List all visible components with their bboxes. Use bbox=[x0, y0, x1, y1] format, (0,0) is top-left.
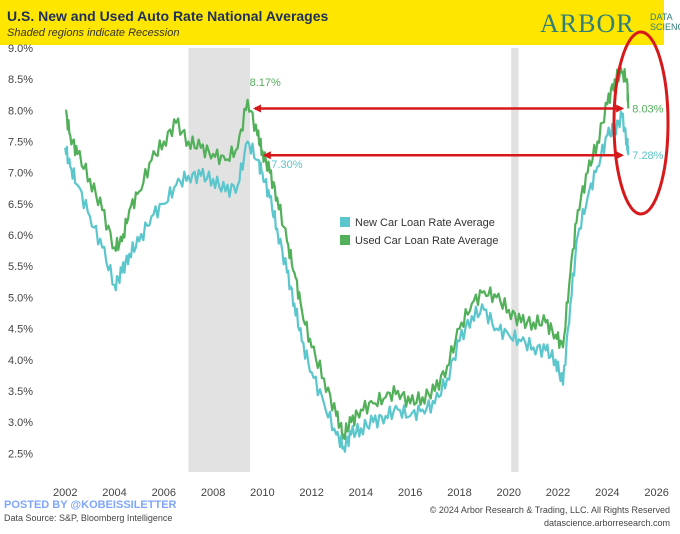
annotation-label: 8.03% bbox=[632, 103, 663, 115]
y-tick-label: 7.0% bbox=[8, 168, 33, 180]
y-tick-label: 2.5% bbox=[8, 448, 33, 460]
x-tick-label: 2024 bbox=[595, 487, 619, 499]
x-tick-label: 2022 bbox=[546, 487, 570, 499]
value-annotations: 8.17% 7.30% 8.03% 7.28% bbox=[250, 77, 664, 171]
annotation-label: 7.30% bbox=[271, 159, 302, 171]
y-tick-label: 6.0% bbox=[8, 230, 33, 242]
comparison-arrows bbox=[252, 104, 625, 160]
highlight-ellipse bbox=[612, 30, 670, 216]
legend-label: Used Car Loan Rate Average bbox=[355, 235, 499, 247]
axes: 2.5% 3.0% 3.5% 4.0% 4.5% 5.0% 5.5% 6.0% 6.5% 7.0%… bbox=[8, 43, 669, 499]
y-tick-label: 9.0% bbox=[8, 43, 33, 55]
recession-band-0 bbox=[188, 48, 251, 472]
y-tick-label: 4.5% bbox=[8, 324, 33, 336]
logo-main-text: ARBOR bbox=[540, 9, 635, 38]
series-lines bbox=[64, 67, 630, 453]
website: datascience.arborresearch.com bbox=[543, 518, 670, 528]
series-line-new-car bbox=[64, 110, 630, 453]
y-tick-label: 8.5% bbox=[8, 74, 33, 86]
y-tick-label: 3.5% bbox=[8, 386, 33, 398]
data-source: Data Source: S&P, Bloomberg Intelligence bbox=[4, 513, 173, 523]
annotation-label: 8.17% bbox=[250, 77, 281, 89]
copyright: © 2024 Arbor Research & Trading, LLC. Al… bbox=[429, 505, 670, 515]
chart-subtitle: Shaded regions indicate Recession bbox=[7, 27, 180, 39]
recession-band-1 bbox=[511, 48, 519, 472]
x-tick-label: 2012 bbox=[299, 487, 323, 499]
x-tick-label: 2018 bbox=[447, 487, 471, 499]
recession-shading bbox=[188, 48, 519, 472]
x-tick-label: 2006 bbox=[152, 487, 176, 499]
logo-sub-text: DATA SCIENCE bbox=[650, 12, 680, 32]
legend: New Car Loan Rate Average Used Car Loan R… bbox=[340, 217, 499, 247]
x-tick-label: 2010 bbox=[250, 487, 274, 499]
y-tick-label: 8.0% bbox=[8, 105, 33, 117]
x-tick-label: 2002 bbox=[53, 487, 77, 499]
y-tick-label: 4.0% bbox=[8, 355, 33, 367]
x-tick-label: 2020 bbox=[497, 487, 521, 499]
y-tick-label: 5.0% bbox=[8, 292, 33, 304]
arbor-logo: ARBOR DATA SCIENCE bbox=[540, 9, 680, 39]
y-tick-label: 7.5% bbox=[8, 137, 33, 149]
x-tick-label: 2026 bbox=[644, 487, 668, 499]
y-tick-label: 3.0% bbox=[8, 417, 33, 429]
posted-by: POSTED BY @KOBEISSILETTER bbox=[4, 499, 177, 511]
x-tick-label: 2016 bbox=[398, 487, 422, 499]
series-line-used-car bbox=[64, 67, 630, 441]
y-tick-label: 6.5% bbox=[8, 199, 33, 211]
x-tick-label: 2008 bbox=[201, 487, 225, 499]
legend-swatch bbox=[340, 217, 350, 227]
y-tick-label: 5.5% bbox=[8, 261, 33, 273]
annotation-label: 7.28% bbox=[632, 150, 663, 162]
legend-swatch bbox=[340, 235, 350, 245]
chart-title: U.S. New and Used Auto Rate National Ave… bbox=[7, 8, 329, 24]
chart-header: U.S. New and Used Auto Rate National Ave… bbox=[0, 0, 680, 45]
x-tick-label: 2014 bbox=[349, 487, 373, 499]
x-tick-label: 2004 bbox=[102, 487, 126, 499]
legend-label: New Car Loan Rate Average bbox=[355, 217, 495, 229]
